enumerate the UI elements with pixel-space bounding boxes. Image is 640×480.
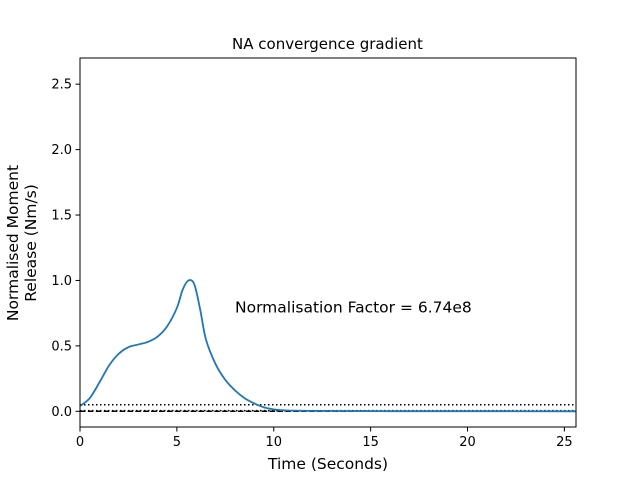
y-tick-label: 1.0 bbox=[51, 274, 72, 289]
x-axis-label: Time (Seconds) bbox=[267, 455, 388, 473]
y-tick-label: 2.5 bbox=[51, 78, 72, 93]
y-tick-label: 0.5 bbox=[51, 339, 72, 354]
axis-ticks: 0 5 10 15 20 25 0.0 0.5 1.0 1.5 2.0 2.5 bbox=[51, 78, 572, 450]
x-tick-label: 25 bbox=[556, 435, 573, 450]
y-axis-label-line-1: Normalised Moment bbox=[4, 165, 22, 321]
y-tick-label: 1.5 bbox=[51, 209, 72, 224]
series-line-1 bbox=[80, 279, 576, 413]
y-axis-label-line-2: Release (Nm/s) bbox=[22, 184, 40, 302]
x-tick-label: 0 bbox=[76, 435, 84, 450]
x-tick-label: 10 bbox=[265, 435, 282, 450]
normalisation-annotation: Normalisation Factor = 6.74e8 bbox=[235, 299, 472, 317]
chart-title: NA convergence gradient bbox=[232, 35, 423, 53]
x-tick-label: 20 bbox=[459, 435, 476, 450]
plot-area bbox=[79, 57, 577, 428]
x-tick-label: 15 bbox=[362, 435, 379, 450]
axes-frame bbox=[79, 57, 577, 428]
y-tick-label: 2.0 bbox=[51, 143, 72, 158]
x-tick-label: 5 bbox=[173, 435, 181, 450]
y-tick-label: 0.0 bbox=[51, 405, 72, 420]
y-axis-label-group: Normalised Moment Release (Nm/s) bbox=[4, 165, 40, 321]
